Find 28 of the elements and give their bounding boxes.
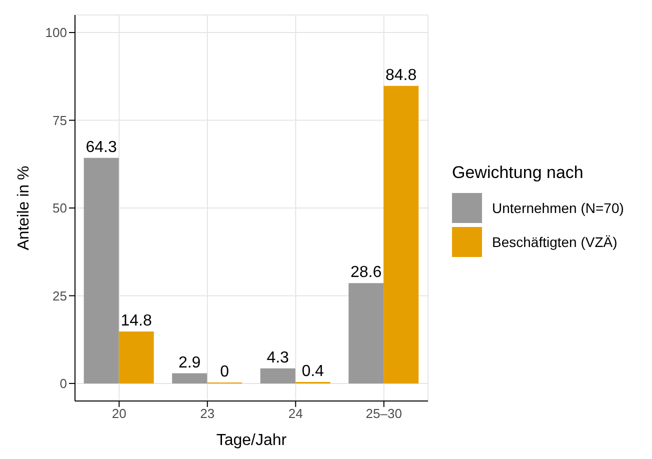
y-tick-label: 25 <box>52 288 67 304</box>
y-tick-label: 0 <box>60 376 67 392</box>
y-tick-label: 75 <box>52 112 67 128</box>
bar <box>84 158 119 384</box>
bar <box>172 373 208 384</box>
bar <box>384 86 419 384</box>
y-axis-title: Anteile in % <box>16 166 33 250</box>
data-label: 64.3 <box>86 138 117 156</box>
legend-title: Gewichtung nach <box>452 163 584 183</box>
x-tick-label: 25–30 <box>366 406 402 422</box>
data-label: 4.3 <box>266 349 290 366</box>
data-label: 28.6 <box>350 264 382 282</box>
bar <box>118 332 154 384</box>
x-tick-label: 23 <box>200 406 215 422</box>
legend-label: Unternehmen (N=70) <box>492 200 624 216</box>
x-tick-label: 24 <box>288 406 303 422</box>
x-tick-label: 20 <box>112 406 126 422</box>
y-tick-label: 100 <box>45 25 67 40</box>
data-label: 84.8 <box>386 66 417 84</box>
legend-label: Beschäftigten (VZÄ) <box>492 234 618 250</box>
data-label: 2.9 <box>178 354 201 372</box>
bar <box>260 368 296 384</box>
data-label: 0 <box>220 363 230 380</box>
x-axis-title: Tage/Jahr <box>216 432 288 449</box>
bar <box>348 283 384 384</box>
data-label: 14.8 <box>120 312 152 330</box>
data-label: 0.4 <box>302 363 324 380</box>
y-tick-label: 50 <box>52 200 67 216</box>
